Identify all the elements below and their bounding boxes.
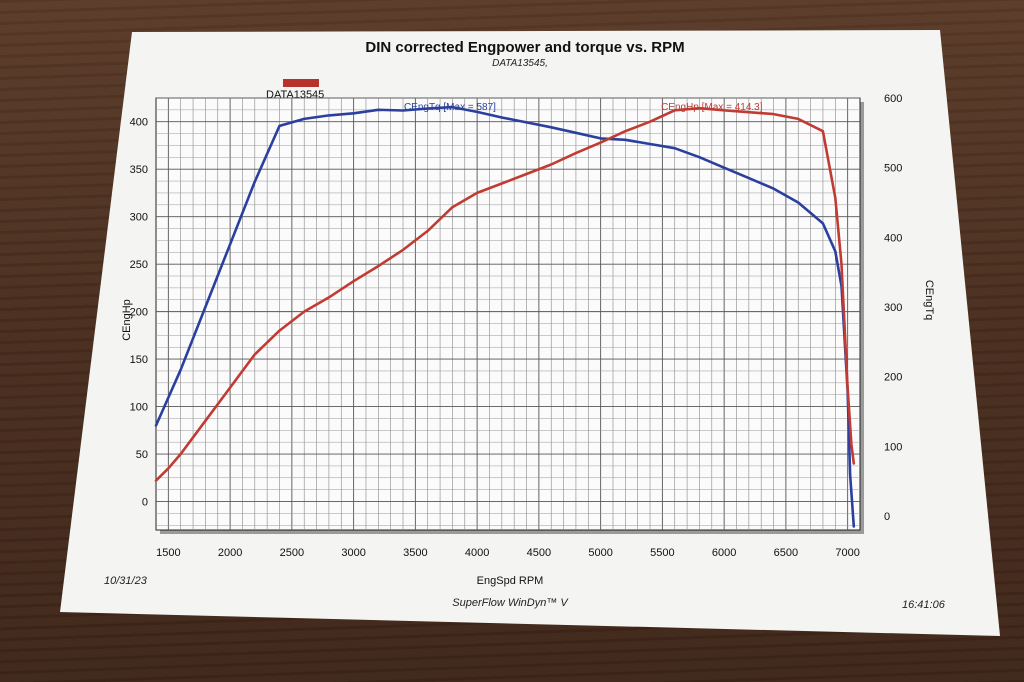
y-left-tick-label: 250 — [130, 259, 148, 271]
x-tick-label: 7000 — [835, 547, 859, 559]
plot-area: 1500 2000 2500 3000 3500 4000 4500 5000 5500 6000… — [130, 93, 903, 559]
x-tick-label: 6500 — [774, 547, 798, 559]
x-tick-label: 3500 — [403, 547, 427, 559]
chart-title: DIN corrected Engpower and torque vs. RP… — [365, 39, 684, 56]
y-left-tick-label: 0 — [142, 497, 148, 509]
x-tick-label: 5000 — [588, 547, 612, 559]
y-right-tick-label: 300 — [884, 302, 902, 314]
y-left-tick-label: 150 — [130, 354, 148, 366]
print-date: 10/31/23 — [104, 575, 148, 587]
series-line-horsepower — [154, 106, 856, 482]
y-right-tick-label: 100 — [884, 441, 902, 453]
y-left-tick-label: 300 — [130, 212, 148, 224]
x-tick-label: 4000 — [465, 547, 489, 559]
y-right-tick-label: 200 — [884, 372, 902, 384]
x-axis-label: EngSpd RPM — [477, 575, 544, 587]
y-left-tick-label: 100 — [130, 402, 148, 414]
print-time: 16:41:06 — [902, 599, 946, 611]
x-tick-label: 4500 — [527, 547, 551, 559]
y-right-tick-label: 500 — [884, 163, 902, 175]
x-tick-label: 1500 — [156, 547, 180, 559]
software-name: SuperFlow WinDyn™ V — [452, 597, 569, 609]
y-axis-left-label: CEngHp — [121, 299, 133, 341]
y-left-tick-label: 50 — [136, 449, 148, 461]
legend-swatch — [283, 79, 319, 87]
series-label-torque: CEngTq [Max = 587] — [404, 102, 496, 113]
x-tick-label: 6000 — [712, 547, 736, 559]
y-right-tick-label: 400 — [884, 232, 902, 244]
plot-background — [155, 97, 861, 531]
y-right-tick-label: 600 — [884, 93, 902, 105]
y-left-tick-label: 400 — [130, 117, 148, 129]
x-tick-label: 2000 — [218, 547, 242, 559]
y-right-tick-label: 0 — [884, 511, 890, 523]
y-left-tick-label: 350 — [130, 164, 148, 176]
x-tick-label: 3000 — [341, 547, 365, 559]
x-tick-label: 5500 — [650, 547, 674, 559]
y-left-tick-label: 200 — [130, 307, 148, 319]
chart-subtitle: DATA13545, — [492, 58, 548, 69]
series-line-torque — [154, 105, 856, 528]
y-axis-right-label: CEngTq — [923, 280, 935, 320]
x-tick-label: 2500 — [280, 547, 304, 559]
series-label-horsepower: CEngHp [Max = 414.3] — [661, 102, 763, 113]
